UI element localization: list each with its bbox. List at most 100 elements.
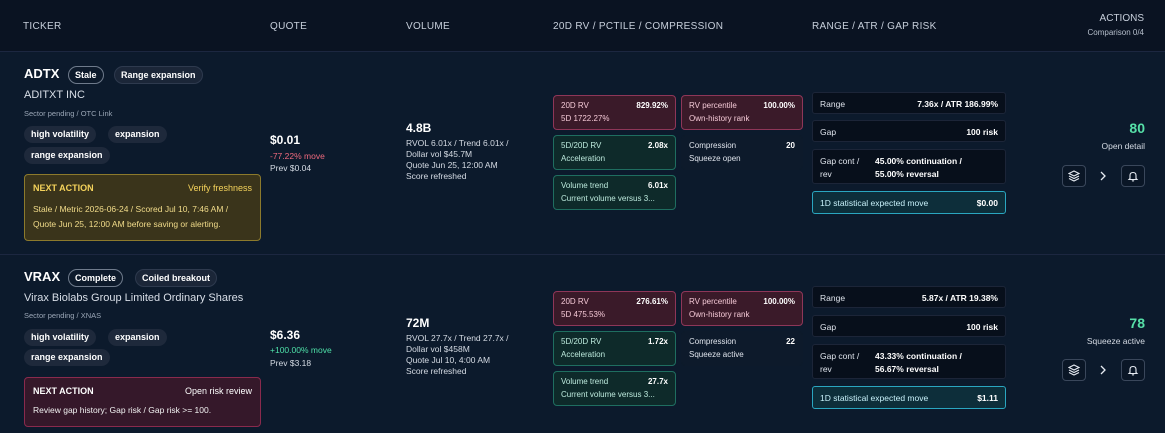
volume-score-status: Score refreshed <box>406 366 467 376</box>
gap-value: 100 risk <box>966 322 998 332</box>
rv-ratio-sub: Acceleration <box>561 154 606 163</box>
actions-title: ACTIONS <box>1099 13 1144 24</box>
tag-expansion: expansion <box>108 329 167 346</box>
rv-ratio-label: 5D/20D RV <box>561 141 602 150</box>
compression-card: Compression 20 Squeeze open <box>681 135 803 170</box>
gap-continuation-card: Gap cont / rev 45.00% continuation / 55.… <box>812 149 1006 184</box>
next-action-title: Verify freshness <box>187 183 252 193</box>
rv-ratio-card: 5D/20D RV 1.72x Acceleration <box>553 331 676 366</box>
expected-move-value: $0.00 <box>976 198 998 208</box>
rv-ratio-card: 5D/20D RV 2.08x Acceleration <box>553 135 676 170</box>
quote-prev: Prev $3.18 <box>270 358 312 368</box>
table-row[interactable]: VRAX Complete Coiled breakout Virax Biol… <box>0 255 1165 433</box>
chevron-right-icon[interactable] <box>1097 363 1109 377</box>
compare-button[interactable] <box>1062 359 1086 381</box>
compression-value: 22 <box>786 337 795 346</box>
quote-price: $0.01 <box>270 133 301 147</box>
ticker-symbol[interactable]: ADTX <box>24 66 60 81</box>
col-ticker: TICKER <box>23 21 62 32</box>
compression-label: Compression <box>689 337 737 346</box>
table-header: TICKER QUOTE VOLUME 20D RV / PCTILE / CO… <box>0 0 1165 52</box>
quote-prev: Prev $0.04 <box>270 163 312 173</box>
next-action-body: Stale / Metric 2026-06-24 / Scored Jul 1… <box>33 204 229 229</box>
gap-card: Gap 100 risk <box>812 120 1006 142</box>
open-detail-link[interactable]: Open detail <box>1101 141 1145 151</box>
rv20-value: 276.61% <box>636 297 668 306</box>
rv20-card: 20D RV 829.92% 5D 1722.27% <box>553 95 676 130</box>
chevron-right-icon[interactable] <box>1097 169 1109 183</box>
rv-percentile-card: RV percentile 100.00% Own-history rank <box>681 291 803 326</box>
compression-label: Compression <box>689 141 737 150</box>
range-card: Range 5.87x / ATR 19.38% <box>812 286 1006 308</box>
range-label: Range <box>820 99 846 109</box>
gap-value: 100 risk <box>966 127 998 137</box>
rv20-card: 20D RV 276.61% 5D 475.53% <box>553 291 676 326</box>
volume-value: 4.8B <box>406 121 432 135</box>
compression-sub: Squeeze active <box>689 350 744 359</box>
rv-ratio-value: 1.72x <box>647 337 668 346</box>
volume-trend-sub: Current volume versus 3... <box>561 194 655 203</box>
rv5-value: 5D 1722.27% <box>561 114 610 123</box>
rv-percentile-label: RV percentile <box>689 297 737 306</box>
quote-price: $6.36 <box>270 328 301 342</box>
expected-move-label: 1D statistical expected move <box>820 393 929 403</box>
volume-trend-label: Volume trend <box>561 377 609 386</box>
next-action-card[interactable]: NEXT ACTION Open risk review Review gap … <box>24 377 261 427</box>
volume-value: 72M <box>406 316 430 330</box>
layers-icon <box>1068 170 1080 182</box>
rv-percentile-value: 100.00% <box>763 297 795 306</box>
gap-continuation-value: 43.33% continuation / 56.67% reversal <box>875 351 962 374</box>
rv-percentile-card: RV percentile 100.00% Own-history rank <box>681 95 803 130</box>
volume-score-status: Score refreshed <box>406 171 467 181</box>
status-badge: Complete <box>68 269 124 287</box>
score-value: 80 <box>1129 120 1145 136</box>
setup-badge: Coiled breakout <box>135 269 218 287</box>
col-volume: VOLUME <box>406 21 451 32</box>
expected-move-card: 1D statistical expected move $0.00 <box>812 191 1006 214</box>
next-action-body: Review gap history; Gap risk / Gap risk … <box>33 405 212 415</box>
compare-button[interactable] <box>1062 165 1086 187</box>
company-name: ADITXT INC <box>24 89 85 101</box>
col-range: RANGE / ATR / GAP RISK <box>812 21 937 32</box>
bell-icon <box>1127 171 1139 182</box>
next-action-card[interactable]: NEXT ACTION Verify freshness Stale / Met… <box>24 174 261 241</box>
volume-detail: RVOL 27.7x / Trend 27.7x / Dollar vol $4… <box>406 333 509 377</box>
alert-button[interactable] <box>1121 165 1145 187</box>
expected-move-value: $1.11 <box>977 393 998 403</box>
col-quote: QUOTE <box>270 21 308 32</box>
comparison-count: Comparison 0/4 <box>1087 28 1144 37</box>
layers-icon <box>1068 364 1080 376</box>
rv-percentile-value: 100.00% <box>763 101 795 110</box>
next-action-label: NEXT ACTION <box>33 183 94 193</box>
compression-sub: Squeeze open <box>689 154 741 163</box>
volume-trend-value: 27.7x <box>647 377 668 386</box>
alert-button[interactable] <box>1121 359 1145 381</box>
range-label: Range <box>820 293 846 303</box>
sector-label: Sector pending / XNAS <box>24 311 102 320</box>
sector-label: Sector pending / OTC Link <box>24 109 113 118</box>
rv-ratio-value: 2.08x <box>647 141 668 150</box>
tag-high-volatility: high volatility <box>24 126 97 143</box>
company-name: Virax Biolabs Group Limited Ordinary Sha… <box>24 292 244 304</box>
gap-label: Gap <box>820 127 837 137</box>
rv20-label: 20D RV <box>561 297 589 306</box>
tag-high-volatility: high volatility <box>24 329 97 346</box>
gap-continuation-value: 45.00% continuation / 55.00% reversal <box>875 156 962 179</box>
next-action-label: NEXT ACTION <box>33 386 94 396</box>
table-row[interactable]: ADTX Stale Range expansion ADITXT INC Se… <box>0 52 1165 255</box>
bell-icon <box>1127 365 1139 376</box>
next-action-title: Open risk review <box>184 386 252 396</box>
col-actions: ACTIONS Comparison 0/4 <box>1088 13 1144 37</box>
gap-continuation-label: Gap cont / rev <box>820 351 860 374</box>
squeeze-status-link[interactable]: Squeeze active <box>1086 336 1145 346</box>
volume-trend-value: 6.01x <box>647 181 668 190</box>
range-value: 7.36x / ATR 186.99% <box>917 99 998 109</box>
gap-label: Gap <box>820 322 837 332</box>
expected-move-card: 1D statistical expected move $1.11 <box>812 386 1006 409</box>
volume-rvol: RVOL 6.01x / Trend 6.01x / <box>406 138 509 148</box>
range-value: 5.87x / ATR 19.38% <box>921 293 998 303</box>
setup-badge: Range expansion <box>114 66 203 84</box>
ticker-symbol[interactable]: VRAX <box>24 269 61 284</box>
compression-card: Compression 22 Squeeze active <box>681 331 803 366</box>
tag-range-expansion: range expansion <box>24 349 110 366</box>
